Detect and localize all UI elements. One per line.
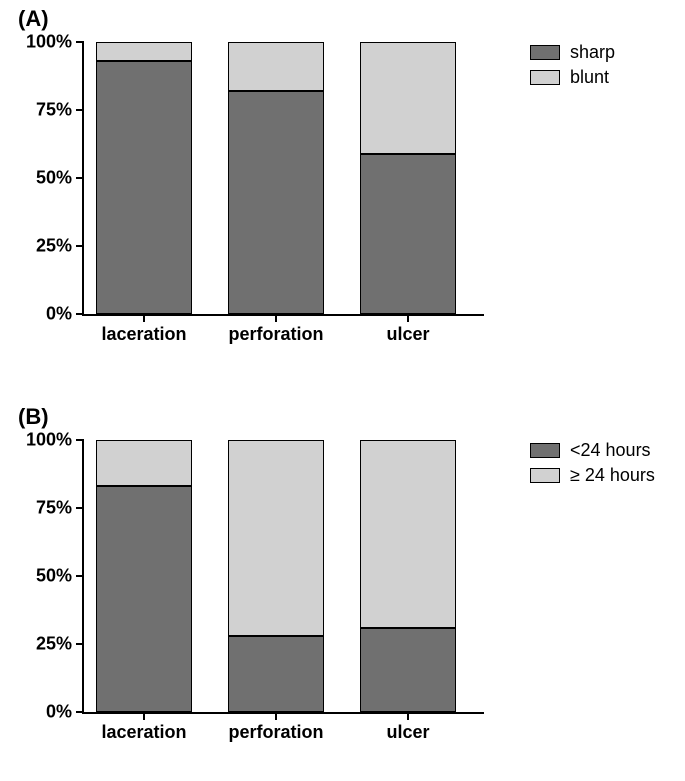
panel-b-bar-ulcer-≥ 24 hours — [360, 440, 456, 628]
panel-b-xtick-label: perforation — [228, 722, 323, 743]
panel-b-legend-item: <24 hours — [530, 440, 655, 461]
panel-a-legend: sharp blunt — [530, 42, 615, 92]
panel-a-xtick-label: ulcer — [386, 324, 429, 345]
panel-b-legend-swatch — [530, 443, 560, 458]
panel-b-legend-swatch — [530, 468, 560, 483]
panel-a-ytick-label: 0% — [46, 304, 72, 325]
panel-a-xtick-label: laceration — [101, 324, 186, 345]
panel-a-bar-laceration — [96, 42, 192, 314]
panel-a-xtick-label: perforation — [228, 324, 323, 345]
panel-b-xtick-label: ulcer — [386, 722, 429, 743]
panel-a-ytick-label: 100% — [26, 32, 72, 53]
panel-a-ytick — [76, 41, 84, 43]
panel-a-ytick-label: 50% — [36, 168, 72, 189]
panel-b-bar-perforation — [228, 440, 324, 712]
panel-b-bar-ulcer-<24 hours — [360, 628, 456, 712]
panel-a-ytick — [76, 109, 84, 111]
panel-a-label: (A) — [18, 6, 49, 32]
panel-a-bar-perforation-blunt — [228, 42, 324, 91]
panel-a-bar-ulcer-sharp — [360, 154, 456, 314]
panel-a-bar-perforation — [228, 42, 324, 314]
panel-b-xtick — [143, 712, 145, 720]
panel-b-ytick-label: 25% — [36, 634, 72, 655]
panel-a-ytick-label: 75% — [36, 100, 72, 121]
figure-root: (A) 0%25%50%75%100%lacerationperforation… — [0, 0, 685, 781]
panel-b-ytick — [76, 643, 84, 645]
panel-b-ytick — [76, 439, 84, 441]
panel-a-legend-label: blunt — [570, 67, 609, 88]
panel-a-bar-laceration-blunt — [96, 42, 192, 61]
panel-a-legend-label: sharp — [570, 42, 615, 63]
panel-b-xtick — [275, 712, 277, 720]
panel-b-bar-perforation-<24 hours — [228, 636, 324, 712]
panel-b-label: (B) — [18, 404, 49, 430]
panel-a-ytick — [76, 177, 84, 179]
panel-a-xtick — [407, 314, 409, 322]
panel-a-bar-ulcer-blunt — [360, 42, 456, 154]
panel-b-legend: <24 hours ≥ 24 hours — [530, 440, 655, 490]
panel-b-ytick-label: 0% — [46, 702, 72, 723]
panel-a-xtick — [143, 314, 145, 322]
panel-b-ytick — [76, 575, 84, 577]
panel-b-bar-ulcer — [360, 440, 456, 712]
panel-a-bar-perforation-sharp — [228, 91, 324, 314]
panel-a-ytick — [76, 313, 84, 315]
panel-a-xtick — [275, 314, 277, 322]
panel-b-plot: 0%25%50%75%100%lacerationperforationulce… — [82, 440, 484, 714]
panel-b-legend-item: ≥ 24 hours — [530, 465, 655, 486]
panel-a-bar-ulcer — [360, 42, 456, 314]
panel-a-legend-item: sharp — [530, 42, 615, 63]
panel-b-bar-laceration-≥ 24 hours — [96, 440, 192, 486]
panel-a-legend-swatch — [530, 45, 560, 60]
panel-a-ytick-label: 25% — [36, 236, 72, 257]
panel-b-xtick-label: laceration — [101, 722, 186, 743]
panel-b-ytick — [76, 507, 84, 509]
panel-b-bar-laceration — [96, 440, 192, 712]
panel-b-ytick — [76, 711, 84, 713]
panel-b-legend-label: ≥ 24 hours — [570, 465, 655, 486]
panel-a-legend-swatch — [530, 70, 560, 85]
panel-b-legend-label: <24 hours — [570, 440, 651, 461]
panel-b-ytick-label: 75% — [36, 498, 72, 519]
panel-b-bar-laceration-<24 hours — [96, 486, 192, 712]
panel-b-bar-perforation-≥ 24 hours — [228, 440, 324, 636]
panel-a-legend-item: blunt — [530, 67, 615, 88]
panel-a-ytick — [76, 245, 84, 247]
panel-a-plot: 0%25%50%75%100%lacerationperforationulce… — [82, 42, 484, 316]
panel-a-bar-laceration-sharp — [96, 61, 192, 314]
panel-b-xtick — [407, 712, 409, 720]
panel-b-ytick-label: 50% — [36, 566, 72, 587]
panel-b-ytick-label: 100% — [26, 430, 72, 451]
